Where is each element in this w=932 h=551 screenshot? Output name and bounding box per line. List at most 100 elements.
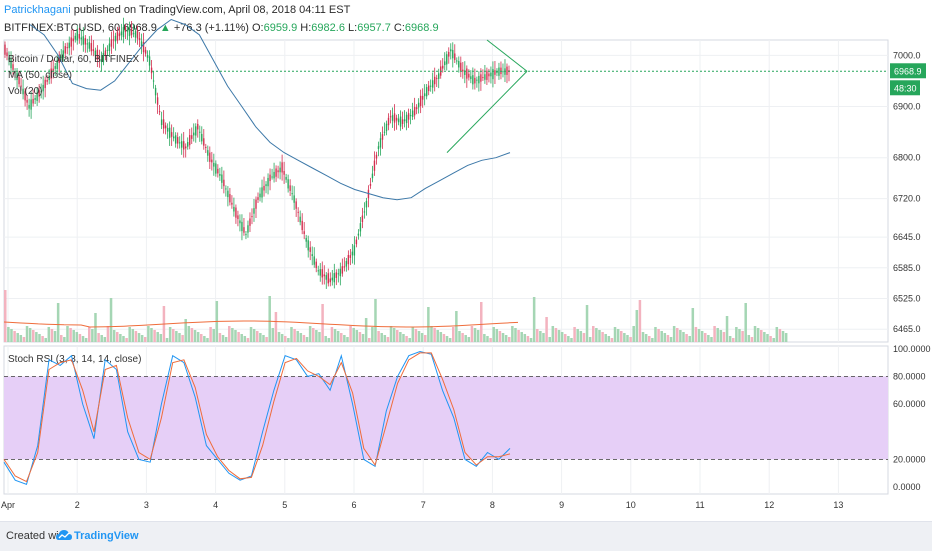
volume-bar — [336, 331, 340, 342]
volume-bar — [660, 331, 663, 342]
candle-body — [319, 269, 321, 276]
candle-body — [269, 174, 271, 182]
volume-bar — [666, 335, 670, 342]
created-with-text: Created with — [6, 530, 68, 542]
volume-bar — [710, 337, 713, 342]
tradingview-brand-link[interactable]: TradingView — [74, 530, 139, 542]
candle-body — [44, 79, 46, 89]
candle-body — [128, 27, 131, 37]
volume-bar — [134, 331, 138, 342]
series-legend: Bitcoin / Dollar, 60, BITFINEX — [8, 54, 139, 65]
volume-bar — [221, 335, 225, 342]
volume-bar — [97, 333, 100, 342]
volume-bar — [498, 331, 502, 342]
y-tick-label: 7000.0 — [893, 50, 921, 60]
volume-bar — [72, 330, 75, 342]
x-tick-label: 11 — [695, 500, 704, 510]
high-label: H: — [300, 22, 312, 34]
volume-bar — [240, 334, 243, 342]
candle-body — [462, 69, 464, 72]
volume-bar — [641, 332, 645, 342]
volume-bar — [140, 335, 144, 342]
candle-body — [363, 211, 366, 213]
x-tick-label: 7 — [421, 500, 426, 510]
x-tick-label: 12 — [764, 500, 774, 510]
volume-bar — [616, 329, 620, 342]
candle-body — [442, 65, 444, 69]
volume-bar — [112, 330, 116, 342]
volume-bar — [371, 327, 374, 342]
candle-body — [20, 85, 22, 87]
volume-bar — [467, 337, 471, 342]
volume-bar — [327, 338, 331, 342]
volume-bar — [760, 330, 763, 342]
candle-body — [76, 30, 78, 41]
volume-bar — [19, 335, 23, 342]
candle-body — [488, 73, 490, 77]
volume-bar — [750, 337, 754, 342]
candle-body — [251, 216, 253, 218]
volume-bar — [380, 333, 383, 342]
candle-body — [494, 70, 496, 75]
volume-bar — [492, 327, 495, 342]
open-value: 6959.9 — [263, 22, 298, 34]
volume-bar — [368, 338, 371, 342]
volume-bar — [433, 328, 436, 342]
candle-body — [215, 163, 217, 174]
volume-bar — [414, 329, 418, 342]
volume-bar — [131, 329, 135, 342]
candle-body — [285, 176, 287, 180]
candle-body — [209, 152, 211, 162]
volume-bar — [224, 337, 228, 342]
candle-body — [355, 239, 358, 245]
author-link[interactable]: Patrickhagani — [4, 4, 71, 16]
volume-bar — [349, 326, 352, 342]
candle-body — [417, 102, 420, 108]
volume-bar — [604, 334, 607, 342]
close-label: C: — [393, 22, 405, 34]
volume-bar — [480, 302, 483, 342]
candle-body — [60, 56, 62, 58]
candle-body — [98, 55, 101, 60]
volume-bar — [119, 334, 122, 342]
candle-body — [502, 71, 504, 73]
chart-svg[interactable]: Apr 2 3 4 5 6 7 8 9 10 11 12 13 7000.0 6900.0 6800.0 672… — [0, 0, 932, 521]
volume-bar — [106, 326, 110, 342]
volume-bar — [411, 327, 415, 342]
volume-bar — [181, 335, 184, 342]
candle-body — [255, 199, 257, 209]
candle-body — [389, 116, 392, 118]
volume-bar — [427, 307, 430, 342]
y-tick-label: 6900.0 — [893, 102, 921, 112]
candle-body — [104, 50, 107, 57]
volume-bar — [147, 326, 150, 342]
volume-bar — [100, 335, 103, 342]
candle-body — [339, 268, 342, 277]
open-label: O: — [251, 22, 264, 34]
volume-bar — [38, 334, 41, 342]
candle-body — [50, 68, 52, 79]
volume-bar — [212, 329, 215, 342]
candle-body — [496, 71, 498, 74]
candle-body — [299, 216, 301, 223]
volume-bar — [676, 328, 679, 342]
candle-body — [387, 117, 390, 126]
candle-body — [122, 26, 125, 38]
x-tick-label: 5 — [282, 500, 287, 510]
volume-bar — [610, 338, 614, 342]
volume-bar — [243, 336, 247, 342]
candle-body — [411, 110, 414, 117]
volume-bar — [738, 329, 741, 342]
candle-body — [391, 115, 394, 121]
volume-bar — [644, 334, 648, 342]
volume-bar — [526, 336, 530, 342]
volume-bar — [172, 329, 175, 342]
candle-body — [317, 270, 319, 272]
volume-bar — [735, 327, 738, 342]
volume-bar — [691, 308, 695, 342]
candle-body — [419, 95, 422, 106]
volume-bar — [476, 330, 480, 342]
volume-bar — [60, 335, 63, 342]
candle-body — [140, 41, 143, 46]
volume-bar — [548, 337, 551, 342]
